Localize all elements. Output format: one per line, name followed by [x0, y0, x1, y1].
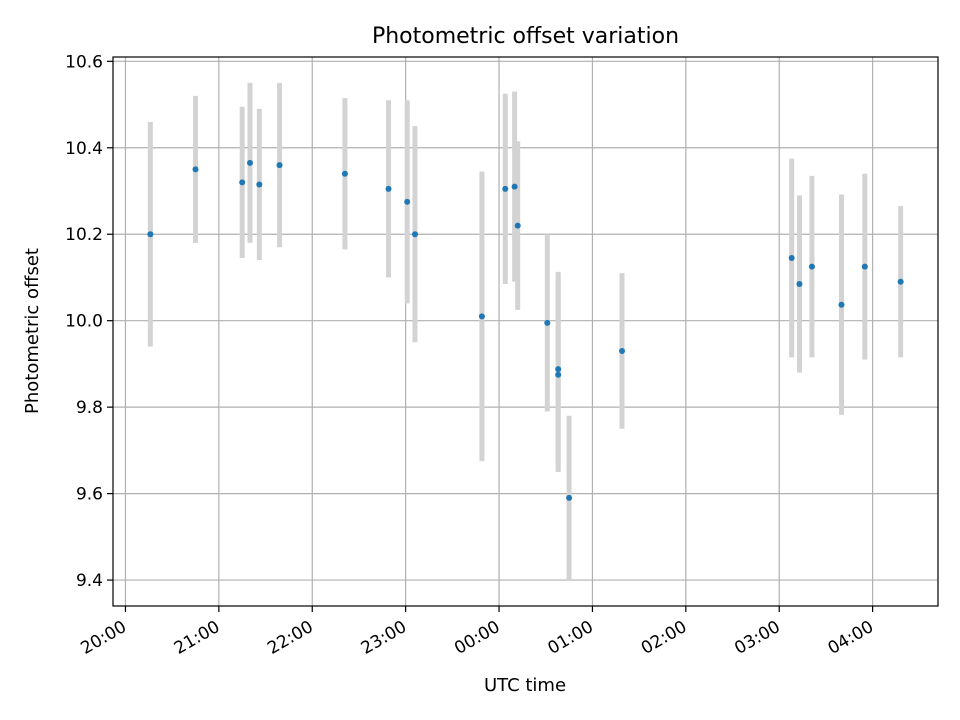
data-point [897, 278, 904, 285]
y-tick-label: 9.6 [76, 485, 103, 505]
data-point [861, 263, 868, 270]
plot-frame [112, 56, 939, 607]
data-point [385, 185, 392, 192]
data-point [566, 494, 573, 501]
data-point [246, 159, 253, 166]
data-point [555, 371, 562, 378]
data-point [808, 263, 815, 270]
data-point [239, 179, 246, 186]
data-point [502, 185, 509, 192]
data-point [514, 222, 521, 229]
data-point [796, 280, 803, 287]
y-tick-label: 10.6 [65, 52, 103, 72]
y-tick-label: 9.4 [76, 571, 103, 591]
y-tick-label: 10.4 [65, 139, 103, 159]
data-point [341, 170, 348, 177]
data-point [147, 231, 154, 238]
y-tick-label: 9.8 [76, 398, 103, 418]
y-tick-label: 10.0 [65, 312, 103, 332]
data-point [619, 347, 626, 354]
data-points [147, 159, 904, 501]
data-point [411, 231, 418, 238]
y-axis-label: Photometric offset [22, 248, 43, 414]
data-point [555, 366, 562, 373]
data-point [788, 255, 795, 262]
data-point [276, 162, 283, 169]
data-point [838, 301, 845, 308]
y-axis: 9.4 9.6 9.8 10.0 10.2 10.4 10.6 [65, 52, 113, 591]
data-point [256, 181, 263, 188]
data-point [404, 198, 411, 205]
data-point [192, 166, 199, 173]
y-tick-label: 10.2 [65, 225, 103, 245]
x-axis-label: UTC time [484, 675, 566, 696]
data-point [544, 319, 551, 326]
chart-title: Photometric offset variation [372, 24, 679, 49]
grid [113, 57, 938, 606]
data-point [511, 183, 518, 190]
data-point [478, 313, 485, 320]
